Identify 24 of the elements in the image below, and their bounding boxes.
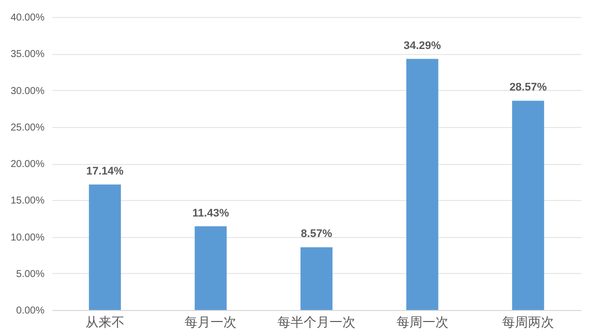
y-tick-label: 20.00% xyxy=(10,159,45,170)
data-label: 17.14% xyxy=(86,165,124,178)
y-tick-label: 0.00% xyxy=(16,306,45,316)
x-tick-label: 从来不 xyxy=(85,314,124,330)
y-tick-label: 40.00% xyxy=(10,12,45,24)
bar xyxy=(194,226,227,310)
y-tick-label: 30.00% xyxy=(10,86,45,97)
bar xyxy=(512,100,544,310)
data-label: 8.57% xyxy=(300,228,332,240)
data-label: 28.57% xyxy=(509,82,547,94)
y-tick-label: 25.00% xyxy=(10,122,45,134)
x-tick-label: 每半个月一次 xyxy=(278,314,356,330)
y-tick-label: 15.00% xyxy=(10,196,45,207)
bar xyxy=(88,184,121,310)
bar xyxy=(406,58,438,310)
bar xyxy=(300,247,332,310)
data-label: 34.29% xyxy=(404,40,442,52)
x-tick-label: 每周一次 xyxy=(396,314,448,330)
y-tick-label: 5.00% xyxy=(16,268,45,280)
y-tick-label: 10.00% xyxy=(10,232,45,244)
data-label: 11.43% xyxy=(192,207,230,220)
x-tick-label: 每月一次 xyxy=(184,314,237,330)
y-tick-label: 35.00% xyxy=(10,49,45,60)
x-tick-label: 每周两次 xyxy=(502,314,554,330)
